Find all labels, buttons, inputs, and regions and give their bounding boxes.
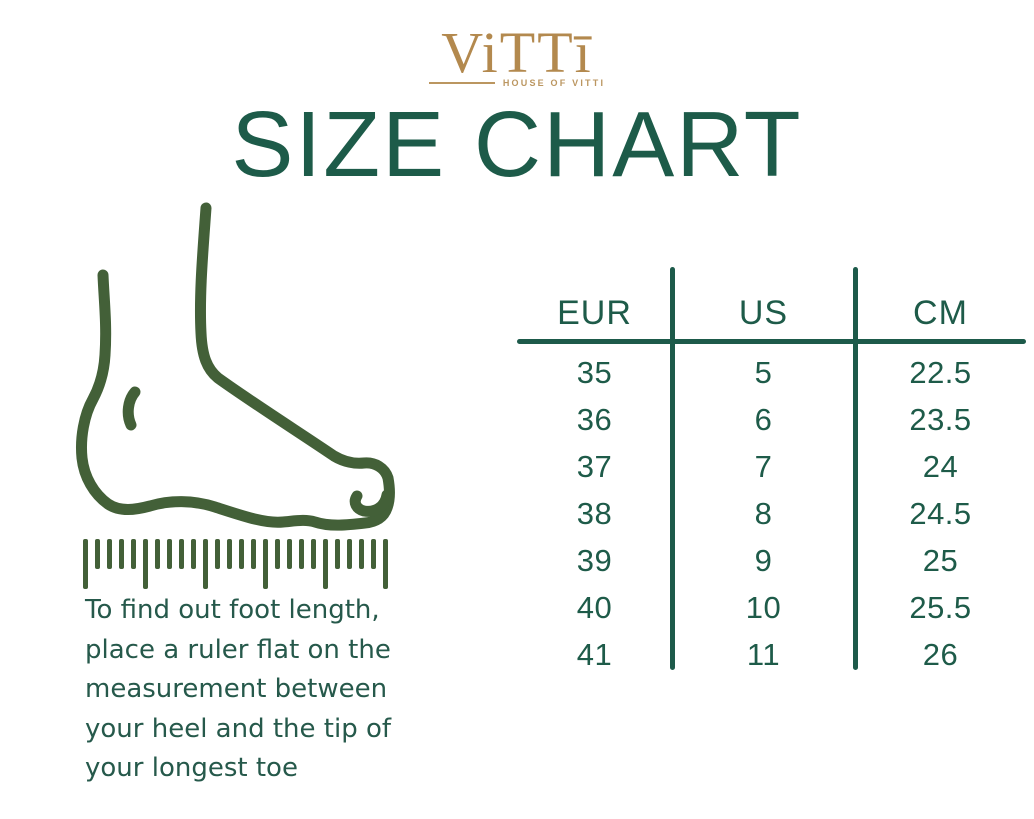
table-cell: 6 [754, 401, 773, 437]
size-conversion-table: EUR US CM 35 5 22.5 36 6 23.5 37 7 24 38 8 24.5 39 9 2… [517, 267, 1026, 672]
tagline-text: HOUSE OF VITTI [502, 78, 606, 88]
brand-block: ViTTī HOUSE OF VITTI [0, 24, 1034, 88]
table-cell: 25.5 [909, 589, 972, 625]
ruler-tick [299, 539, 304, 569]
table-body: 35 5 22.5 36 6 23.5 37 7 24 38 8 24.5 39 9 25 40 10 25.5 4… [517, 349, 1026, 678]
table-cell: 11 [746, 636, 781, 672]
table-cell: 38 [576, 495, 613, 531]
ruler-tick [107, 539, 112, 569]
ruler-tick [179, 539, 184, 569]
table-cell: 39 [576, 542, 613, 578]
ruler-tick [203, 539, 208, 589]
column-header-cm: CM [913, 294, 968, 332]
brand-tagline: HOUSE OF VITTI [0, 78, 1034, 88]
table-cell: 41 [576, 636, 613, 672]
table-cell: 37 [576, 448, 613, 484]
ruler-tick [311, 539, 316, 569]
ruler-tick [239, 539, 244, 569]
ruler-tick [383, 539, 388, 589]
table-cell: 23.5 [909, 401, 972, 437]
table-cell: 8 [754, 495, 773, 531]
ruler-tick [323, 539, 328, 589]
table-cell: 36 [576, 401, 613, 437]
table-vertical-rule-1 [670, 267, 675, 670]
ruler-tick [215, 539, 220, 569]
table-cell: 7 [754, 448, 773, 484]
tagline-rule [428, 82, 495, 84]
column-header-us: US [738, 294, 789, 332]
ruler-tick [275, 539, 280, 569]
ruler-tick [251, 539, 256, 569]
ruler-tick [131, 539, 136, 569]
ruler-tick [191, 539, 196, 569]
table-cell: 24.5 [909, 495, 972, 531]
table-cell: 35 [576, 354, 613, 390]
table-cell: 26 [922, 636, 959, 672]
measuring-instructions: To find out foot length, place a ruler f… [85, 595, 392, 783]
column-header-eur: EUR [557, 294, 632, 332]
ruler-tick [143, 539, 148, 589]
table-cell: 24 [922, 448, 959, 484]
ruler-tick [263, 539, 268, 589]
ruler-tick [95, 539, 100, 569]
brand-logo: ViTTī [441, 20, 593, 85]
foot-outline-icon [76, 202, 395, 531]
ruler-tick [83, 539, 88, 589]
ruler-tick [359, 539, 364, 569]
table-horizontal-rule [517, 339, 1026, 344]
ruler-tick [227, 539, 232, 569]
table-cell: 25 [922, 542, 959, 578]
ruler-tick [119, 539, 124, 569]
table-cell: 40 [576, 589, 613, 625]
ruler-tick [167, 539, 172, 569]
ruler-tick [335, 539, 340, 569]
ruler-tick [287, 539, 292, 569]
table-cell: 5 [754, 354, 773, 390]
table-header-row: EUR US CM [517, 267, 1026, 333]
page-title: SIZE CHART [231, 92, 803, 196]
table-cell: 22.5 [909, 354, 972, 390]
ruler-tick [155, 539, 160, 569]
table-cell: 9 [754, 542, 773, 578]
ruler-tick [347, 539, 352, 569]
foot-illustration [60, 195, 400, 540]
ruler-icon [83, 539, 388, 589]
ruler-tick [371, 539, 376, 569]
table-cell: 10 [745, 589, 782, 625]
table-vertical-rule-2 [853, 267, 858, 670]
